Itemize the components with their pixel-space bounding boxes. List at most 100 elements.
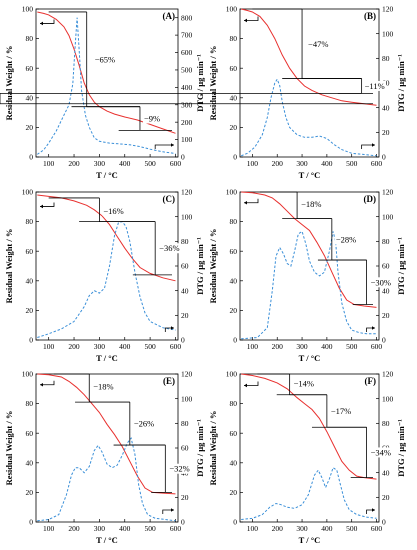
y-tick-label: 60	[26, 247, 34, 256]
panel-label: (E)	[163, 376, 175, 386]
residual-weight-curve	[241, 373, 377, 480]
x-tick-label: 400	[321, 524, 333, 533]
x-tick-label: 100	[247, 159, 259, 168]
y2-tick-label: 100	[181, 394, 193, 403]
y-tick-label: 100	[22, 5, 34, 14]
x-tick-label: 100	[43, 342, 55, 351]
label-backdrop	[334, 234, 358, 245]
label-backdrop	[158, 243, 181, 254]
mass-loss-label: −11%	[365, 81, 385, 91]
y2-tick-label: 80	[382, 419, 390, 428]
x-tick-label: 300	[94, 159, 106, 168]
dtg-curve	[37, 17, 176, 155]
x-axis-label: T / °C	[299, 353, 321, 363]
chart-panel-5: 1002003004005006000204060801000204060801…	[4, 370, 205, 545]
label-backdrop	[329, 406, 353, 416]
plot-frame	[239, 8, 380, 158]
panel-label: (C)	[163, 194, 176, 204]
residual-weight-curve	[241, 191, 377, 308]
label-backdrop	[92, 381, 115, 392]
x-tick-label: 100	[43, 524, 55, 533]
y-axis-label: Residual Weight / %	[208, 46, 218, 121]
chart-panel-2: 100 200 300 400 500 6000204060801000204060801…	[0, 5, 406, 180]
y-tick-label: 80	[230, 399, 238, 408]
dtg-curve	[241, 78, 377, 157]
y-tick-label: 0	[233, 153, 237, 162]
panel-label: (D)	[364, 194, 377, 204]
right-axis-arrowhead	[372, 326, 375, 330]
left-axis-arrow	[40, 19, 55, 24]
x-tick-label: 600	[371, 342, 383, 351]
y-tick-label: 40	[230, 458, 238, 467]
residual-weight-curve	[37, 373, 176, 495]
y2-tick-label: 120	[181, 370, 193, 379]
x-tick-label: 500	[144, 524, 156, 533]
y2-tick-label: 40	[382, 468, 390, 477]
y2-tick-label: 800	[181, 13, 193, 22]
left-axis-arrowhead	[40, 382, 43, 387]
y2-tick-label: 40	[382, 103, 390, 112]
x-tick-label: 600	[170, 159, 182, 168]
mass-loss-label: −34%	[371, 447, 391, 457]
y-tick-label: 60	[230, 64, 238, 73]
x-tick-label: 100	[247, 342, 259, 351]
y-axis-label: Residual Weight / %	[4, 229, 14, 304]
y2-tick-label: 60	[382, 262, 390, 271]
x-tick-label: 300	[94, 524, 106, 533]
x-tick-label: 400	[119, 159, 131, 168]
mass-loss-label: −17%	[331, 406, 351, 416]
left-axis-arrowhead	[244, 200, 247, 205]
x-tick-label: 600	[371, 159, 383, 168]
y2-tick-label: 100	[382, 212, 394, 221]
right-axis-arrow	[154, 144, 174, 149]
y-tick-label: 100	[226, 370, 238, 379]
y-tick-label: 80	[26, 399, 34, 408]
y-tick-label: 0	[29, 336, 33, 345]
label-backdrop	[93, 54, 117, 65]
y2-tick-label: 0	[382, 518, 386, 527]
y2-tick-label: 80	[382, 54, 390, 63]
label-backdrop	[369, 277, 392, 288]
mass-loss-label: −36%	[159, 243, 179, 253]
y-tick-label: 40	[230, 276, 238, 285]
left-axis-arrow	[244, 198, 259, 204]
x-tick-label: 300	[94, 342, 106, 351]
mass-loss-label: −30%	[371, 277, 391, 287]
y2-tick-label: 0	[382, 153, 386, 162]
y-axis-label: Residual Weight / %	[208, 229, 218, 304]
x-tick-label: 100	[43, 159, 55, 168]
y2-tick-label: 80	[181, 419, 189, 428]
y-tick-label: 0	[29, 153, 33, 162]
y2-tick-label: 20	[382, 311, 390, 320]
x-axis-label: T / °C	[96, 535, 118, 545]
mass-loss-label: −26%	[134, 419, 154, 429]
y2-tick-label: 0	[181, 336, 185, 345]
mass-loss-label: −65%	[95, 54, 115, 64]
y2-tick-label: 120	[382, 370, 394, 379]
label-backdrop	[363, 80, 386, 91]
x-axis-label: T / °C	[96, 353, 118, 363]
y-tick-label: 60	[230, 429, 238, 438]
y-tick-label: 60	[230, 247, 238, 256]
label-backdrop	[307, 38, 330, 49]
y2-tick-label: 100	[181, 212, 193, 221]
x-tick-label: 400	[119, 342, 131, 351]
x-tick-label: 400	[321, 342, 333, 351]
mass-loss-label: −32%	[169, 464, 189, 474]
x-axis-label: T / °C	[96, 170, 118, 180]
x-tick-label: 200	[68, 524, 80, 533]
y-tick-label: 40	[26, 276, 34, 285]
y2-tick-label: 60	[181, 262, 189, 271]
y-tick-label: 20	[230, 123, 238, 132]
y2-tick-label: 600	[181, 48, 193, 57]
plot-frame	[35, 8, 179, 158]
y-tick-label: 80	[26, 34, 34, 43]
y2-axis-label: DTG / µg min⁻¹	[396, 54, 406, 112]
plot-frame	[239, 373, 380, 523]
y-tick-label: 100	[226, 188, 238, 197]
y2-tick-label: 120	[382, 5, 394, 14]
y2-axis-label: DTG / µg min⁻¹	[396, 237, 406, 295]
right-axis-arrowhead	[171, 326, 174, 330]
x-tick-label: 500	[346, 524, 358, 533]
